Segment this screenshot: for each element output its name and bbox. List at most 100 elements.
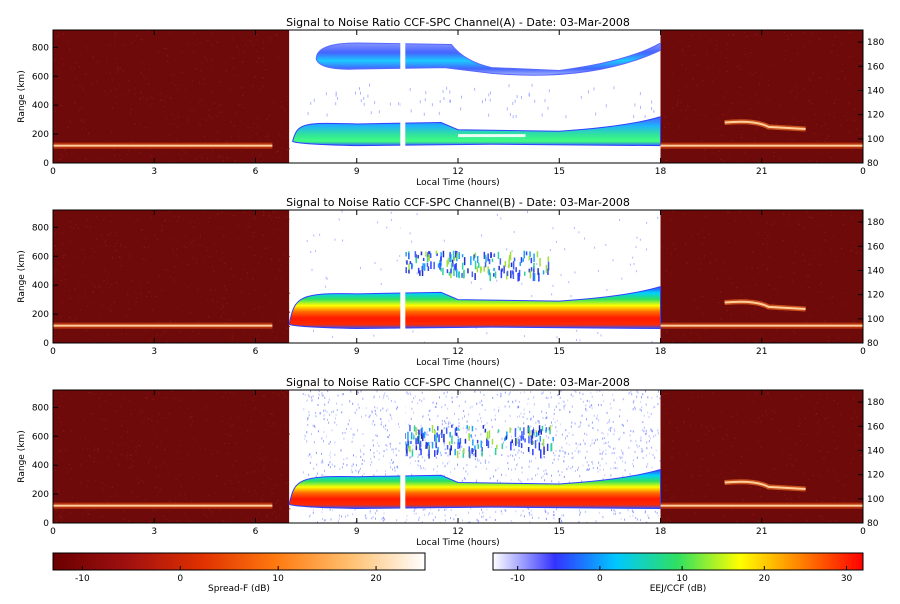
x-axis-label: Local Time (hours): [416, 178, 499, 188]
x-tick-label: 0: [50, 527, 56, 537]
data-gap: [400, 30, 406, 163]
night-region: [53, 30, 290, 163]
y2-tick-label: 80: [867, 159, 879, 169]
x-tick-label: 12: [452, 167, 463, 177]
x-tick-label: 12: [452, 527, 463, 537]
x-tick-label: 18: [655, 347, 667, 357]
colorbar-1: -10 0 10 20 30 EEJ/CCF (dB): [492, 552, 864, 594]
upper-echo: [404, 424, 554, 459]
x-tick-label: 18: [655, 527, 667, 537]
day-speckle: [307, 83, 655, 119]
x-tick-label: 0: [860, 347, 866, 357]
y2-tick-label: 100: [867, 495, 884, 505]
y2-tick-label: 120: [867, 471, 884, 481]
lower-echo: [288, 468, 661, 510]
y-axis-label: Range (km): [17, 70, 27, 122]
x-axis-label: Local Time (hours): [416, 358, 499, 368]
data-gap: [400, 390, 406, 523]
colorbar-gradient: [52, 552, 426, 571]
y2-tick-label: 180: [867, 218, 884, 228]
night-region: [53, 390, 290, 523]
y2-tick-label: 140: [867, 446, 884, 456]
night-speckle: [53, 210, 863, 343]
night-layer: [53, 119, 863, 149]
x-tick-label: 21: [756, 347, 767, 357]
y-axis-label: Range (km): [17, 430, 27, 482]
x-tick-label: 0: [860, 167, 866, 177]
y-tick-label: 400: [32, 461, 49, 471]
y2-tick-label: 160: [867, 62, 884, 72]
colorbar-tick-label: 20: [370, 574, 382, 584]
lower-echo: [288, 285, 661, 330]
panel-2: Signal to Noise Ratio CCF-SPC Channel(C)…: [17, 376, 884, 548]
lower-echo-gap: [458, 134, 526, 138]
x-tick-label: 18: [655, 167, 667, 177]
x-tick-label: 3: [151, 167, 157, 177]
night-echo-streak-core: [724, 480, 806, 491]
plot-area: [53, 210, 863, 343]
chart-title: Signal to Noise Ratio CCF-SPC Channel(C)…: [286, 376, 630, 389]
panel-1: Signal to Noise Ratio CCF-SPC Channel(B)…: [17, 196, 884, 368]
colorbar-tick-label: 0: [597, 574, 603, 584]
night-region: [53, 210, 290, 343]
night-region: [660, 30, 863, 163]
y-tick-label: 800: [32, 403, 49, 413]
x-tick-label: 12: [452, 347, 463, 357]
y2-tick-label: 120: [867, 291, 884, 301]
y2-tick-label: 100: [867, 315, 884, 325]
x-tick-label: 9: [354, 167, 360, 177]
y2-tick-label: 140: [867, 86, 884, 96]
night-region: [660, 210, 863, 343]
y-tick-label: 0: [43, 159, 49, 169]
x-tick-label: 9: [354, 347, 360, 357]
y-tick-label: 200: [32, 310, 49, 320]
chart-title: Signal to Noise Ratio CCF-SPC Channel(A)…: [286, 16, 630, 29]
x-tick-label: 21: [756, 527, 767, 537]
y-tick-label: 200: [32, 490, 49, 500]
y2-tick-label: 160: [867, 242, 884, 252]
x-tick-label: 3: [151, 527, 157, 537]
night-layer: [53, 299, 863, 329]
x-tick-label: 0: [860, 527, 866, 537]
x-tick-label: 15: [554, 347, 565, 357]
y-tick-label: 800: [32, 43, 49, 53]
y-tick-label: 0: [43, 519, 49, 529]
y-tick-label: 400: [32, 281, 49, 291]
night-echo-streak-core: [724, 120, 806, 131]
colorbar-tick-label: 0: [177, 574, 183, 584]
y2-tick-label: 120: [867, 111, 884, 121]
x-tick-label: 6: [253, 167, 259, 177]
y2-tick-label: 140: [867, 266, 884, 276]
x-tick-label: 0: [50, 347, 56, 357]
x-tick-label: 3: [151, 347, 157, 357]
plot-area: [53, 30, 863, 163]
y-axis-label: Range (km): [17, 250, 27, 302]
y-tick-label: 600: [32, 252, 49, 262]
x-tick-label: 9: [354, 527, 360, 537]
y2-tick-label: 180: [867, 38, 884, 48]
y-tick-label: 600: [32, 72, 49, 82]
lower-echo: [292, 116, 661, 147]
y-tick-label: 800: [32, 223, 49, 233]
colorbar-gradient: [492, 552, 864, 571]
panel-0: Signal to Noise Ratio CCF-SPC Channel(A)…: [17, 16, 884, 188]
colorbar-tick-label: 10: [676, 574, 688, 584]
x-axis-label: Local Time (hours): [416, 538, 499, 548]
upper-echo: [404, 250, 550, 282]
y2-tick-label: 80: [867, 339, 879, 349]
x-tick-label: 15: [554, 167, 565, 177]
colorbar-label: EEJ/CCF (dB): [650, 584, 707, 594]
plot-area: [53, 390, 863, 523]
colorbar-tick-label: -10: [75, 574, 90, 584]
x-tick-label: 0: [50, 167, 56, 177]
colorbar-tick-label: 20: [759, 574, 771, 584]
y2-tick-label: 180: [867, 398, 884, 408]
y2-tick-label: 160: [867, 422, 884, 432]
y2-tick-label: 100: [867, 135, 884, 145]
x-tick-label: 15: [554, 527, 565, 537]
colorbar-tick-label: 30: [841, 574, 853, 584]
colorbar-tick-label: -10: [510, 574, 525, 584]
night-layer: [53, 479, 863, 509]
